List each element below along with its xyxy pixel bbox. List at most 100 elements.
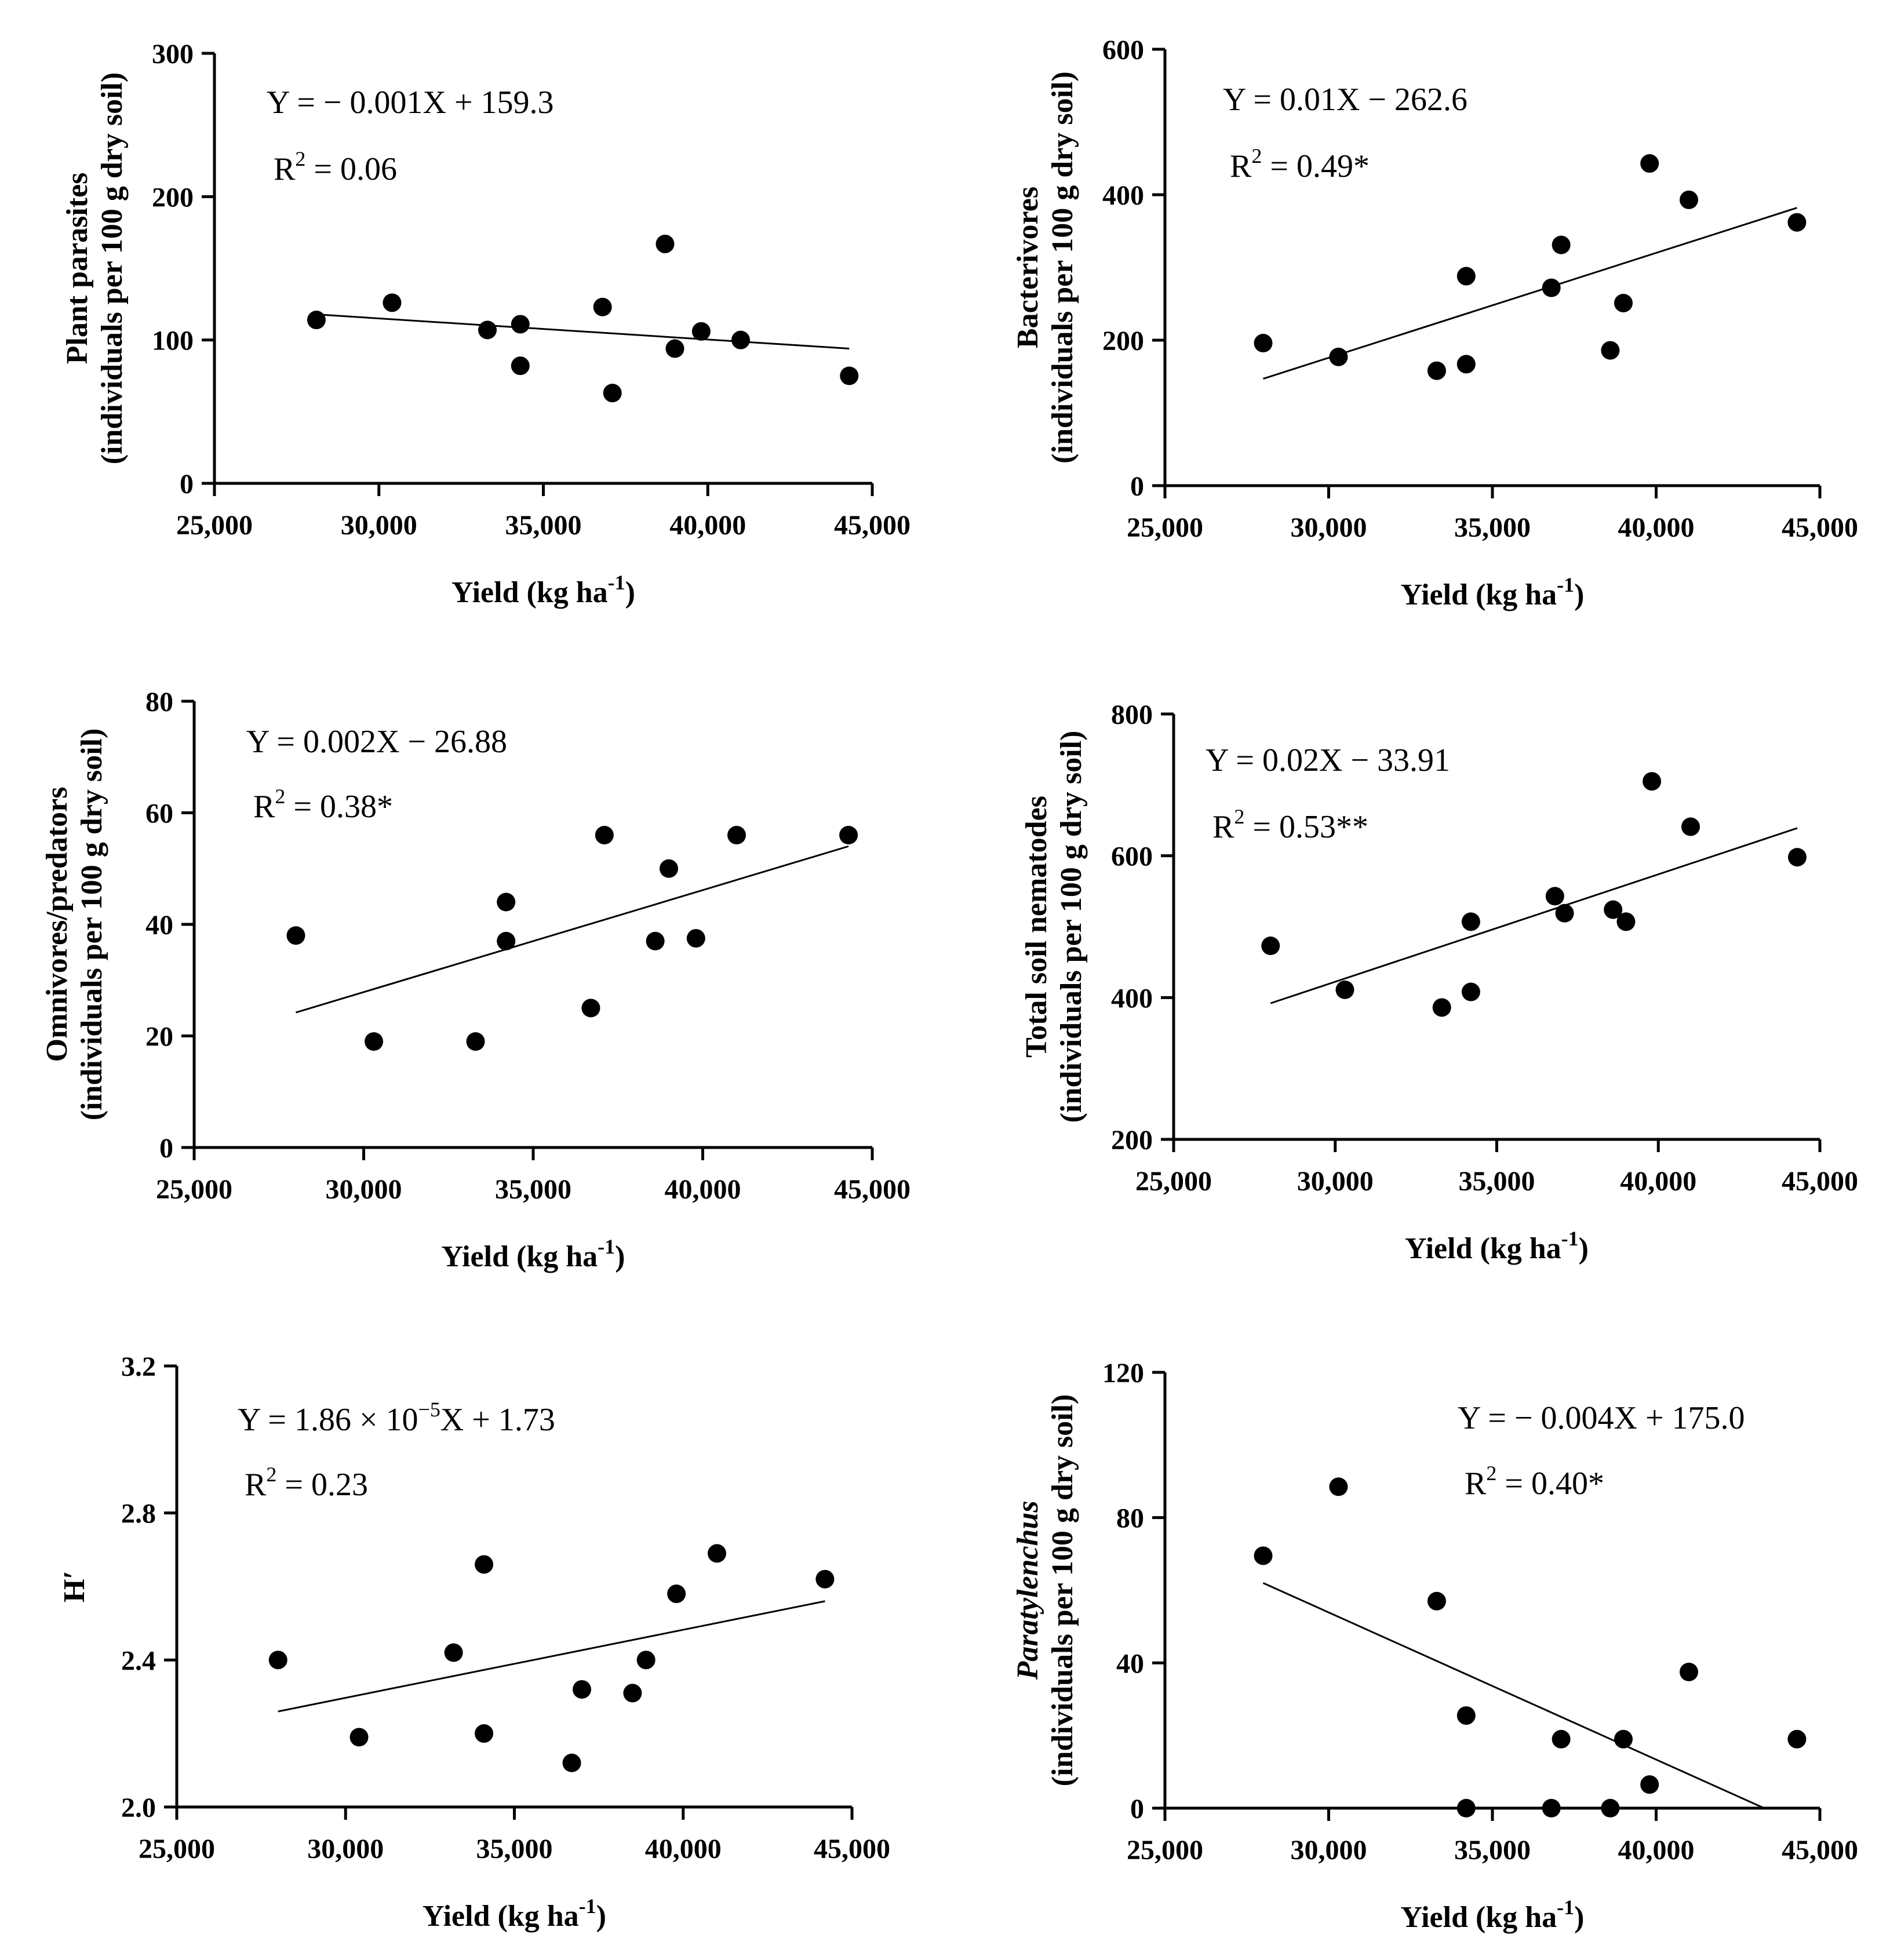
- x-tick-label: 30,000: [307, 1834, 384, 1864]
- y-axis-title: Omnivores/predators: [41, 787, 74, 1062]
- data-point: [686, 929, 705, 948]
- data-point: [593, 297, 612, 316]
- x-tick-label: 25,000: [1127, 1835, 1203, 1866]
- regression-equation: Y = 0.02X − 33.91: [1206, 742, 1450, 778]
- data-point: [349, 1728, 369, 1747]
- data-point: [1261, 937, 1280, 956]
- regression-line: [1270, 827, 1798, 1004]
- data-point: [1545, 887, 1564, 906]
- data-point: [511, 315, 530, 334]
- y-tick-label: 600: [1111, 841, 1153, 872]
- y-tick-label: 2.0: [121, 1793, 156, 1823]
- data-point: [1614, 293, 1633, 312]
- panel-4: 25,000 30,000 35,000 40,000 45,000 200 400 600 8…: [1020, 700, 1858, 1265]
- data-point: [727, 826, 746, 844]
- y-tick-label: 400: [1102, 180, 1144, 211]
- regression-line: [1262, 1582, 1765, 1809]
- data-point: [475, 1724, 494, 1743]
- y-tick-label: 0: [159, 1133, 173, 1164]
- data-point: [1681, 817, 1700, 836]
- data-point: [1254, 334, 1273, 353]
- data-point: [595, 826, 614, 844]
- data-point: [1542, 278, 1561, 297]
- y-axis-subtitle: (individuals per 100 g dry soil): [75, 728, 108, 1121]
- data-point: [1787, 848, 1807, 867]
- y-tick-label: 80: [1116, 1503, 1144, 1534]
- x-tick-label: 30,000: [1291, 1835, 1367, 1866]
- data-point: [1461, 912, 1480, 931]
- data-point: [268, 1651, 287, 1670]
- x-tick-label: 30,000: [341, 510, 417, 541]
- r-squared-label: R2 = 0.49*: [1230, 144, 1370, 184]
- x-tick-label: 45,000: [834, 1174, 911, 1205]
- y-axis-title: H′: [58, 1571, 91, 1602]
- x-tick-label: 30,000: [1291, 512, 1367, 543]
- regression-equation: Y = − 0.004X + 175.0: [1458, 1400, 1745, 1436]
- data-point: [478, 320, 497, 340]
- r-squared-label: R2 = 0.38*: [253, 785, 393, 825]
- data-point: [1456, 1799, 1476, 1817]
- data-point: [286, 926, 305, 945]
- data-point: [667, 1584, 686, 1604]
- y-tick-label: 0: [1130, 471, 1144, 502]
- x-tick-label: 25,000: [1135, 1166, 1212, 1197]
- x-tick-label: 25,000: [1127, 512, 1203, 543]
- x-tick-label: 45,000: [1782, 512, 1858, 543]
- data-point: [1254, 1546, 1273, 1565]
- data-point: [1335, 980, 1354, 999]
- data-point: [1456, 1706, 1476, 1725]
- regression-line: [278, 1600, 825, 1713]
- data-point: [475, 1555, 494, 1574]
- y-tick-label: 200: [1102, 326, 1144, 356]
- x-axis-title: Yield (kg ha-1): [1400, 573, 1584, 611]
- r-squared-label: R2 = 0.53**: [1212, 805, 1368, 845]
- y-tick-label: 40: [1116, 1648, 1144, 1679]
- x-tick-label: 35,000: [1454, 1835, 1531, 1866]
- panel-2: 25,000 30,000 35,000 40,000 45,000 0 200 400 600…: [1011, 35, 1858, 611]
- data-point: [1456, 355, 1476, 374]
- y-axis-title: Plant parasites: [61, 173, 94, 365]
- x-tick-label: 40,000: [1618, 1835, 1695, 1866]
- y-tick-label: 80: [145, 687, 173, 717]
- data-point: [1329, 347, 1348, 366]
- data-point: [623, 1684, 642, 1703]
- y-tick-label: 3.2: [121, 1351, 156, 1382]
- x-tick-label: 25,000: [176, 510, 253, 541]
- panel-5: 25,000 30,000 35,000 40,000 45,000 2.0 2.4 2.8 3…: [58, 1351, 890, 1933]
- y-tick-label: 100: [152, 326, 194, 356]
- data-point: [307, 311, 326, 330]
- y-tick-label: 20: [145, 1022, 173, 1052]
- y-tick-label: 200: [1111, 1125, 1153, 1156]
- y-tick-label: 40: [145, 910, 173, 941]
- data-point: [1680, 1663, 1698, 1681]
- y-axis-subtitle: (individuals per 100 g dry soil): [96, 72, 129, 465]
- data-point: [1616, 912, 1636, 931]
- x-tick-label: 35,000: [1459, 1166, 1535, 1197]
- r-squared-label: R2 = 0.23: [245, 1463, 368, 1503]
- y-tick-label: 200: [152, 182, 194, 213]
- x-tick-label: 40,000: [669, 510, 746, 541]
- data-point: [1601, 1799, 1620, 1817]
- data-point: [691, 322, 711, 341]
- y-tick-label: 2.4: [121, 1645, 156, 1676]
- data-point: [708, 1544, 726, 1563]
- panel-1: 25,000 30,000 35,000 40,000 45,000 0 100 200 300…: [61, 39, 911, 609]
- y-tick-label: 800: [1111, 700, 1153, 730]
- data-point: [1601, 341, 1620, 360]
- data-point: [603, 384, 622, 403]
- y-axis-subtitle: (individuals per 100 g dry soil): [1046, 71, 1079, 464]
- data-point: [383, 293, 402, 312]
- regression-line: [1263, 207, 1797, 380]
- x-tick-label: 40,000: [1618, 512, 1695, 543]
- data-point: [1461, 982, 1480, 1001]
- data-point: [562, 1753, 581, 1772]
- data-point: [1614, 1729, 1633, 1748]
- data-point: [365, 1032, 384, 1051]
- x-axis-title: Yield (kg ha-1): [1400, 1896, 1584, 1934]
- y-axis-title: Bacterivores: [1011, 187, 1044, 348]
- data-point: [1432, 998, 1451, 1017]
- x-axis-title: Yield (kg ha-1): [1405, 1227, 1589, 1265]
- x-tick-label: 40,000: [665, 1174, 741, 1205]
- data-point: [1542, 1799, 1561, 1817]
